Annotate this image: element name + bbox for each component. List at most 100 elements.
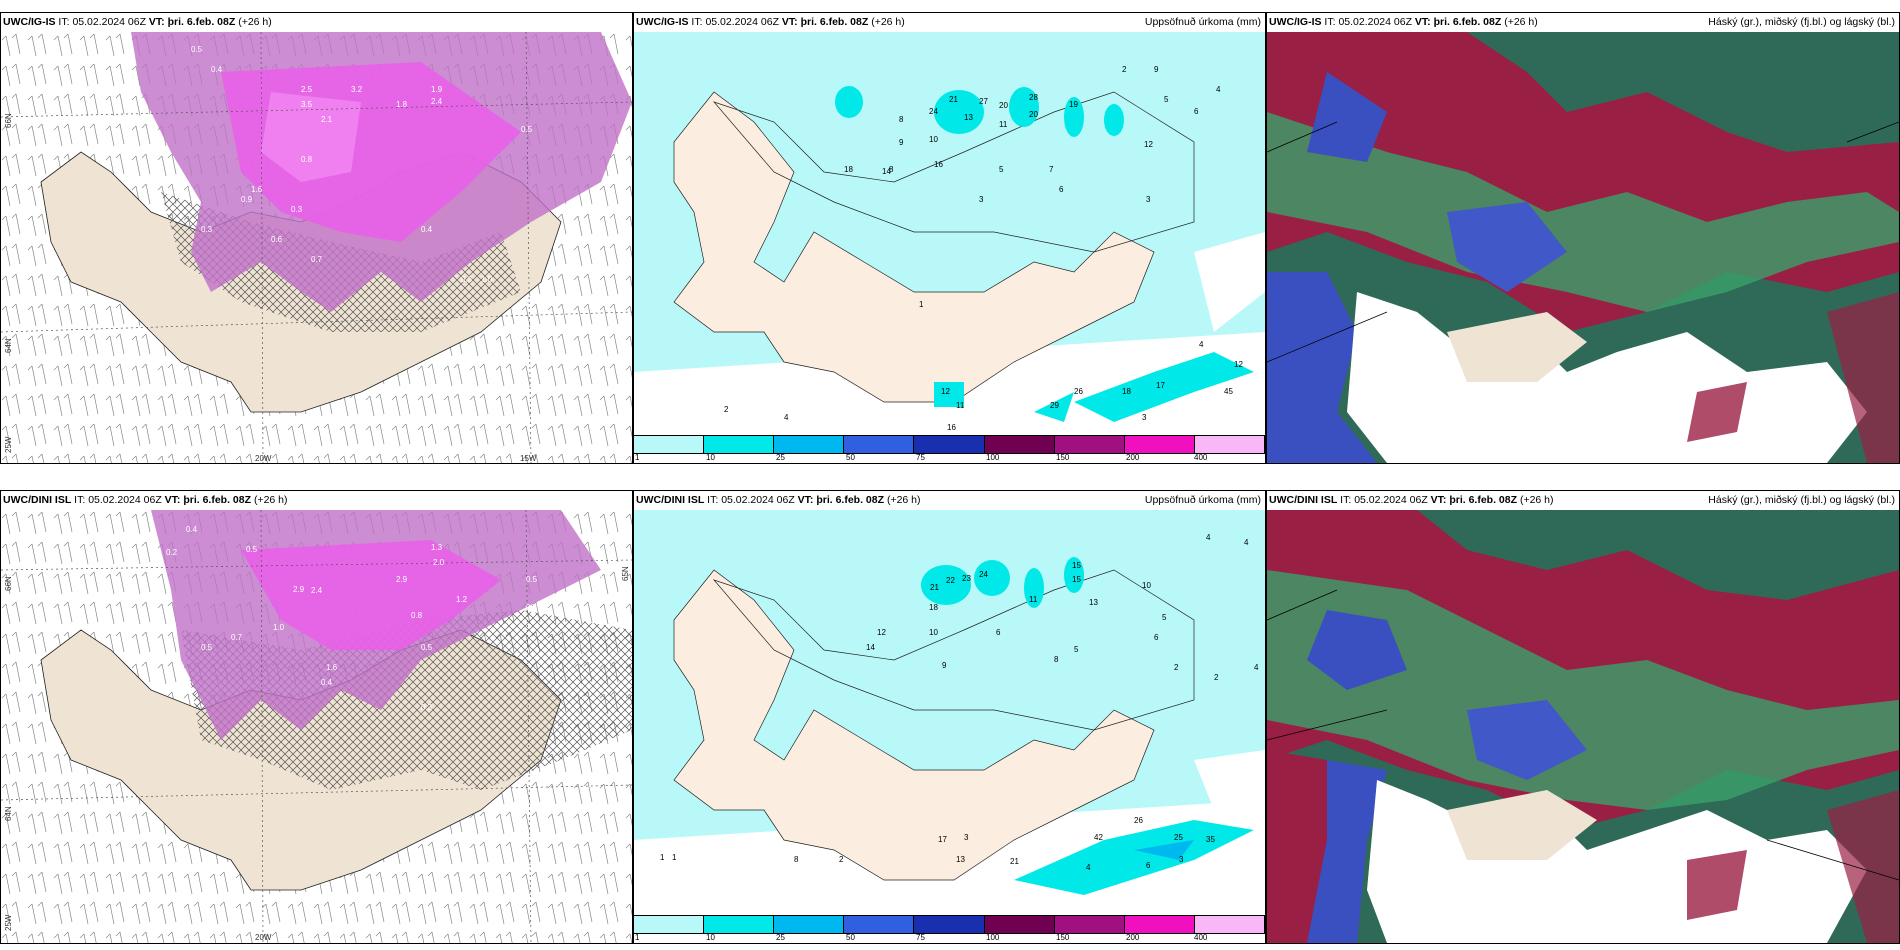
precip-value: 16 [947, 423, 956, 432]
snow-value: 2.4 [431, 97, 443, 106]
legend-swatch [634, 436, 705, 453]
legend-tick: 1 [635, 933, 640, 942]
precip-value: 3 [1179, 855, 1184, 864]
panel-clouds-igis: UWC/IG-IS IT: 05.02.2024 06Z VT: þri. 6.… [1266, 12, 1900, 464]
precip-value: 12 [1144, 140, 1153, 149]
legend-swatch [844, 436, 915, 453]
snow-value: 0.5 [246, 545, 258, 554]
precip-map: 4 4 10 22 23 24 21 15 15 18 11 6 5 13 12… [634, 510, 1265, 916]
precip-value: 13 [956, 855, 965, 864]
precip-value: 24 [929, 107, 938, 116]
precip-value: 2 [1214, 673, 1219, 682]
legend-swatch [774, 436, 845, 453]
valid-time: VT: þri. 6.feb. 08Z [148, 16, 236, 28]
snow-value: 1.6 [251, 185, 263, 194]
init-time: 05.02.2024 06Z [88, 494, 162, 506]
precip-value: 22 [946, 576, 955, 585]
legend-swatch [914, 436, 985, 453]
lon-label: 15W [520, 454, 537, 463]
snow-value: 0.4 [186, 525, 198, 534]
field-title: Uppsöfnuð úrkoma (mm) [1144, 16, 1261, 28]
valid-time: VT: þri. 6.feb. 08Z [1414, 16, 1502, 28]
snow-value: 2.4 [311, 586, 323, 595]
precip-value: 12 [1234, 360, 1243, 369]
snow-value: 0.3 [461, 275, 473, 284]
precip-value: 26 [1074, 387, 1083, 396]
precip-value: 12 [877, 628, 886, 637]
iceland-land [673, 569, 1155, 881]
legend-swatch [1124, 436, 1195, 453]
snow-map: 0.4 0.5 0.2 2.9 2.4 2.9 2.0 1.3 1.2 1.6 … [1, 510, 632, 943]
snow-value: 3.5 [301, 100, 313, 109]
legend-tick: 150 [1056, 453, 1070, 462]
legend-ticks: 1 10 25 50 75 100 150 200 400 [634, 933, 1265, 943]
precip-value: 11 [956, 401, 965, 410]
legend-swatch [844, 916, 915, 933]
init-time: 05.02.2024 06Z [705, 16, 779, 28]
legend-tick: 100 [986, 453, 1000, 462]
snow-value: 0.7 [231, 633, 243, 642]
legend-swatch [984, 916, 1055, 933]
precip-value: 4 [1216, 85, 1221, 94]
legend-colorbar [634, 435, 1265, 454]
init-time: 05.02.2024 06Z [721, 494, 795, 506]
legend-colorbar [634, 915, 1265, 934]
panel-header: UWC/DINI ISL IT: 05.02.2024 06Z VT: þri.… [634, 491, 1265, 510]
precip-value: 10 [929, 135, 938, 144]
precip-value: 27 [979, 97, 988, 106]
model-name: UWC/IG-IS [1269, 16, 1322, 28]
precip-value: 18 [844, 165, 853, 174]
model-name: UWC/IG-IS [3, 16, 56, 28]
panel-precip-dini: UWC/DINI ISL IT: 05.02.2024 06Z VT: þri.… [633, 490, 1266, 944]
legend-tick: 25 [776, 933, 785, 942]
precip-value: 21 [1010, 857, 1019, 866]
legend-tick: 1 [635, 453, 640, 462]
legend-swatch [914, 916, 985, 933]
legend-tick: 400 [1194, 453, 1208, 462]
precip-value: 5 [999, 165, 1004, 174]
legend-swatch [1194, 436, 1265, 453]
precip-value: 13 [964, 113, 973, 122]
precip-value: 20 [999, 101, 1008, 110]
lat-label: 64N [4, 806, 13, 821]
legend-tick: 50 [846, 453, 855, 462]
precip-value: 15 [1072, 575, 1081, 584]
lead-time: (+26 h) [253, 494, 288, 506]
precip-value: 24 [979, 570, 988, 579]
panel-header: UWC/IG-IS IT: 05.02.2024 06Z VT: þri. 6.… [634, 13, 1265, 32]
precip-value: 42 [1094, 833, 1103, 842]
legend-tick: 200 [1126, 453, 1140, 462]
snow-value: 0.7 [311, 255, 323, 264]
precip-value: 17 [938, 835, 947, 844]
precip-value: 2 [1122, 65, 1127, 74]
legend-tick: 25 [776, 453, 785, 462]
precip-value: 1 [919, 300, 924, 309]
precip-value: 6 [1154, 633, 1159, 642]
panel-precip-igis: UWC/IG-IS IT: 05.02.2024 06Z VT: þri. 6.… [633, 12, 1266, 464]
panel-header: UWC/IG-IS IT: 05.02.2024 06Z VT: þri. 6.… [1, 13, 632, 32]
snow-value: 0.5 [421, 643, 433, 652]
precip-value: 18 [1122, 387, 1131, 396]
cloud-map [1267, 510, 1899, 943]
snow-value: 0.2 [166, 548, 178, 557]
lon-label: 20W [255, 454, 272, 463]
precip-value: 4 [784, 413, 789, 422]
lat-label: 66N [4, 576, 13, 591]
precip-value: 10 [929, 628, 938, 637]
precip-value: 28 [1029, 93, 1038, 102]
precip-value: 2 [724, 405, 729, 414]
iceland-land [673, 91, 1155, 403]
init-time: 05.02.2024 06Z [1354, 494, 1428, 506]
snow-value: 2.9 [396, 575, 408, 584]
precip-value: 45 [1224, 387, 1233, 396]
precip-value: 29 [1050, 401, 1059, 410]
lon-label: 20W [255, 933, 272, 942]
legend-tick: 75 [916, 453, 925, 462]
cloud-map [1267, 32, 1899, 463]
snow-value: 2.1 [321, 115, 333, 124]
legend-swatch [1194, 916, 1265, 933]
snow-value: 0.5 [521, 125, 533, 134]
legend-tick: 10 [706, 933, 715, 942]
precip-value: 19 [1069, 100, 1078, 109]
precip-value: 3 [1142, 413, 1147, 422]
